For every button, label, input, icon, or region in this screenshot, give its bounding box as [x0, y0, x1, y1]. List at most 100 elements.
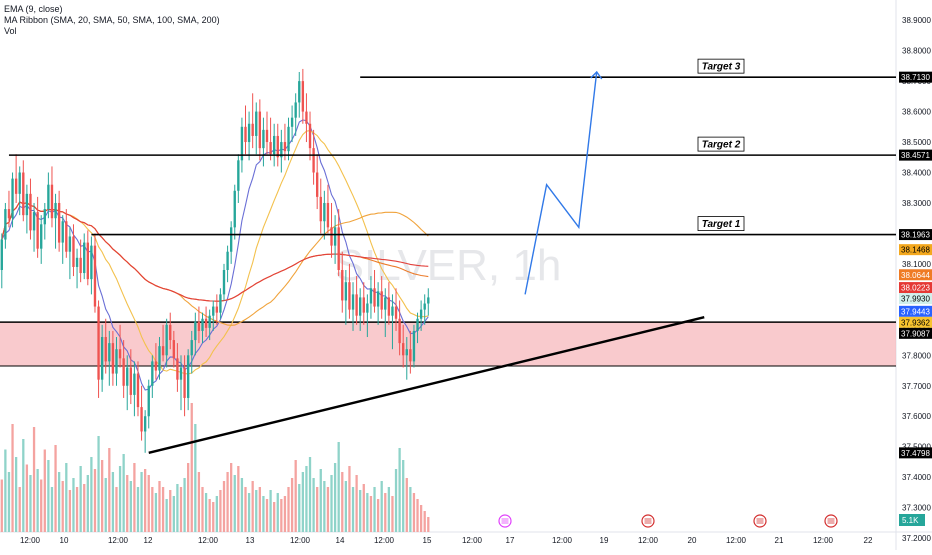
candle — [115, 337, 118, 386]
price-label-bg — [899, 305, 932, 317]
candle — [222, 263, 226, 301]
candle — [72, 224, 75, 277]
volume-bar — [201, 487, 204, 532]
candle — [373, 270, 376, 313]
candle — [50, 166, 54, 228]
volume-bar — [93, 469, 97, 532]
event-marker-icon — [753, 514, 767, 528]
candle-body — [122, 358, 125, 386]
candle — [154, 343, 158, 380]
candle — [255, 102, 258, 155]
candle-body — [50, 184, 54, 219]
volume-bar — [47, 460, 50, 532]
candle — [161, 324, 165, 362]
candle — [151, 355, 154, 398]
price-label-text: 38.0223 — [901, 284, 930, 293]
volume-bar — [68, 490, 72, 532]
price-tick: 37.3000 — [902, 504, 931, 513]
target-label-box — [697, 216, 745, 231]
candle — [244, 105, 247, 155]
legend-ema[interactable]: EMA (9, close) — [4, 4, 63, 14]
candle-body — [158, 346, 161, 371]
candle-body — [147, 385, 150, 417]
price-label-text: 37.9443 — [901, 307, 930, 316]
volume-bar — [240, 478, 244, 532]
volume-bar — [287, 487, 290, 532]
volume-bar — [384, 493, 387, 532]
candle — [308, 111, 312, 161]
time-label: 17 — [506, 536, 515, 545]
candle — [301, 68, 305, 124]
candle-body — [387, 297, 391, 316]
price-label: 38.1963 — [899, 229, 932, 241]
candle — [276, 123, 279, 167]
candle — [326, 184, 330, 234]
volume-bar — [362, 484, 365, 532]
volume-bar — [265, 499, 269, 532]
volume-bar — [204, 493, 208, 532]
candle-body — [405, 349, 408, 356]
volume-bar — [111, 472, 115, 532]
volume-bar — [380, 481, 383, 532]
price-tick: 37.8000 — [902, 351, 931, 360]
candle-body — [118, 349, 122, 359]
candle — [29, 178, 32, 240]
event-marker-icon — [824, 514, 838, 528]
candle — [355, 276, 358, 325]
volume-bar — [126, 475, 129, 532]
candle-body — [104, 337, 107, 362]
candles — [0, 68, 430, 453]
volume-bar — [179, 487, 183, 532]
candle-body — [204, 318, 208, 328]
volume-bar — [151, 487, 154, 532]
support-zone — [0, 322, 896, 366]
candle-body — [111, 343, 115, 374]
candle-body — [394, 306, 398, 319]
price-label-bg — [899, 327, 932, 339]
candle — [412, 324, 416, 368]
candle — [294, 93, 297, 136]
volume-bar — [419, 505, 423, 532]
volume-bar — [104, 478, 107, 532]
candle-body — [79, 257, 82, 274]
candle-body — [4, 209, 7, 240]
volume-bar — [18, 487, 21, 532]
candle-body — [355, 294, 358, 316]
candle-body — [136, 373, 140, 408]
candle-body — [72, 236, 75, 267]
time-label: 12:00 — [638, 536, 659, 545]
candle — [129, 349, 132, 405]
candle — [240, 117, 244, 173]
price-label: 38.4571 — [899, 149, 932, 161]
volume-bar — [187, 463, 190, 532]
legend-ma-ribbon[interactable]: MA Ribbon (SMA, 20, SMA, 50, SMA, 100, S… — [4, 15, 220, 25]
candle-body — [169, 324, 172, 341]
candle-body — [366, 303, 369, 313]
candle-body — [40, 224, 43, 249]
price-tick: 37.5000 — [902, 443, 931, 452]
volume-bar — [351, 487, 355, 532]
candle-body — [287, 126, 290, 152]
candle — [376, 282, 380, 325]
candle — [126, 355, 129, 411]
candle-body — [93, 245, 97, 307]
volume-bar — [36, 469, 39, 532]
candle-body — [86, 242, 89, 280]
legend-volume[interactable]: Vol — [4, 26, 17, 36]
volume-bar — [11, 424, 14, 532]
sma-20-line — [1, 130, 429, 375]
candle — [183, 355, 186, 417]
price-label-bg — [899, 447, 932, 459]
price-tick: 38.1000 — [902, 260, 931, 269]
candle-body — [351, 294, 355, 310]
price-label-bg — [899, 71, 932, 83]
time-label: 20 — [688, 536, 697, 545]
candle — [380, 276, 383, 319]
candle-body — [376, 291, 380, 307]
candle-body — [333, 227, 337, 246]
candle-body — [229, 227, 233, 252]
candle-body — [172, 340, 176, 359]
candle-body — [143, 416, 147, 432]
